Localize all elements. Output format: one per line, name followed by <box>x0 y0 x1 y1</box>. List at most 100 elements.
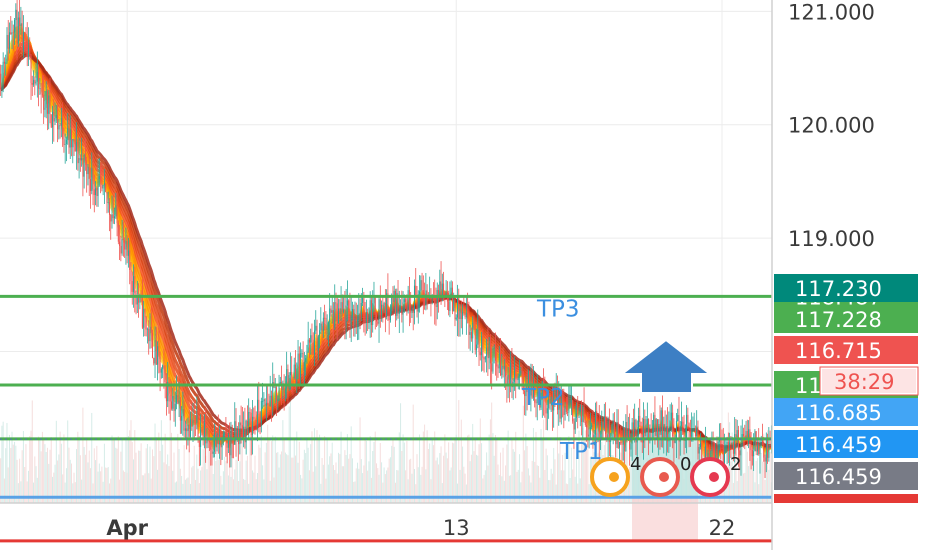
volume-bar <box>69 459 71 503</box>
volume-bar <box>14 441 16 503</box>
candle-body <box>748 429 750 441</box>
event-badges[interactable]: 4 0 2 <box>590 454 741 497</box>
candle-body <box>574 417 576 430</box>
candle-body <box>155 340 157 365</box>
volume-bar <box>441 483 443 503</box>
candle-body <box>482 336 484 358</box>
volume-bar <box>184 479 186 503</box>
volume-bar <box>167 454 169 503</box>
candle-body <box>192 420 194 427</box>
candle-body <box>210 442 212 450</box>
candle-body <box>693 428 695 430</box>
candle-body <box>141 296 143 328</box>
price-tag-label: 116.459 <box>795 465 882 489</box>
volume-bar <box>468 434 470 503</box>
volume-bar <box>191 467 193 503</box>
volume-bar <box>262 465 264 503</box>
volume-bar <box>98 463 100 503</box>
volume-bar <box>308 470 310 503</box>
candle-body <box>376 314 378 322</box>
candle-body <box>208 441 210 443</box>
candle-body <box>635 419 637 443</box>
volume-bar <box>421 466 423 503</box>
candle-body <box>238 429 240 445</box>
candle-body <box>455 317 457 320</box>
volume-bar <box>164 433 166 503</box>
candle-body <box>358 313 360 320</box>
volume-bar <box>35 466 37 503</box>
candle-body <box>102 184 104 189</box>
volume-bar <box>79 455 81 503</box>
volume-bar <box>450 467 452 503</box>
volume-bar <box>474 438 476 503</box>
candle-body <box>336 303 338 323</box>
volume-bar <box>279 454 281 503</box>
volume-bar <box>11 431 13 503</box>
volume-bar <box>524 450 526 503</box>
candle-body <box>525 385 527 397</box>
volume-bar <box>419 434 421 503</box>
candle-body <box>72 139 74 148</box>
volume-bar <box>539 477 541 503</box>
volume-bar <box>370 477 372 503</box>
volume-bar <box>244 479 246 503</box>
volume-bar <box>200 470 202 503</box>
candle-body <box>40 88 42 94</box>
volume-bar <box>417 467 419 503</box>
candle-body <box>581 404 583 423</box>
candle-body <box>763 442 765 458</box>
volume-bar <box>208 441 210 503</box>
volume-bar <box>317 439 319 503</box>
volume-bar <box>465 484 467 503</box>
time-axis[interactable]: Apr 13 22 <box>106 516 735 540</box>
candle-body <box>664 423 666 439</box>
volume-bar <box>158 432 160 503</box>
volume-bar <box>483 474 485 503</box>
candle-body <box>394 290 396 316</box>
candle-body <box>64 143 66 145</box>
price-tag-label: 117.230 <box>795 277 882 301</box>
volume-bar <box>212 473 214 503</box>
candle-body <box>640 422 642 428</box>
candle-body <box>322 317 324 332</box>
candle-body <box>172 395 174 409</box>
volume-bar <box>130 420 132 503</box>
volume-bar <box>24 466 26 503</box>
volume-bar <box>482 478 484 503</box>
volume-bar <box>110 478 112 503</box>
volume-bar <box>249 435 251 503</box>
volume-bar <box>68 447 70 503</box>
candle-body <box>517 376 519 381</box>
candle-body <box>510 362 512 386</box>
candle-body <box>289 371 291 376</box>
candle-body <box>658 424 660 438</box>
price-tag-label: 116.459 <box>795 433 882 457</box>
volume-bar <box>488 434 490 503</box>
volume-bar <box>31 400 33 503</box>
volume-bar <box>20 481 22 503</box>
candle-body <box>741 434 743 440</box>
volume-bar <box>541 439 543 503</box>
volume-bar <box>149 446 151 503</box>
volume-bar <box>241 431 243 503</box>
volume-bar <box>396 470 398 503</box>
price-tag-label: 116.715 <box>795 339 882 363</box>
volume-bar <box>401 450 403 503</box>
candle-body <box>8 32 10 49</box>
volume-bar <box>440 446 442 503</box>
volume-bar <box>455 434 457 503</box>
candle-body <box>138 297 140 303</box>
volume-bar <box>497 464 499 503</box>
volume-bar <box>151 449 154 503</box>
candle-body <box>645 424 647 437</box>
candle-body <box>229 436 231 456</box>
candle-body <box>475 344 477 351</box>
candle-body <box>712 448 714 450</box>
volume-bar <box>53 472 55 503</box>
candle-body <box>14 19 16 33</box>
candle-body <box>513 366 515 382</box>
candle-body <box>631 422 633 444</box>
candle-body <box>573 421 575 430</box>
candle-body <box>311 335 313 343</box>
